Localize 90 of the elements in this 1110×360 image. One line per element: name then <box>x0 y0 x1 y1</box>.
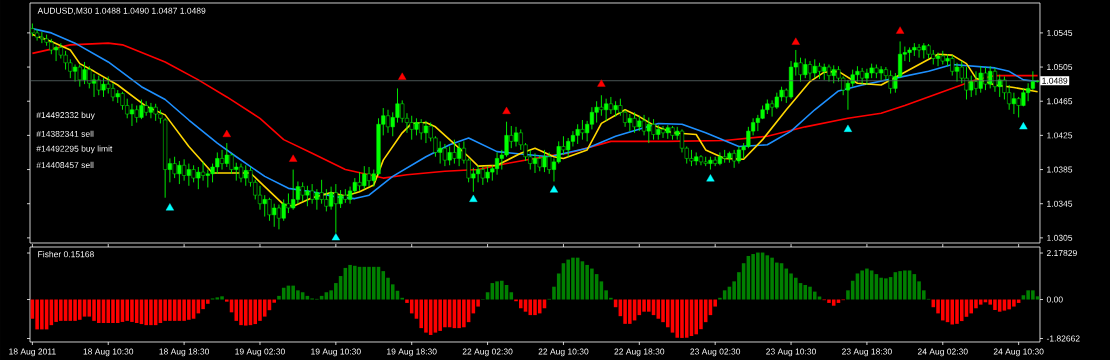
candlestick <box>110 82 116 102</box>
chart-title: AUDUSD,M30 1.0488 1.0490 1.0487 1.0489 <box>37 7 206 15</box>
bar <box>950 299 955 325</box>
point <box>502 106 511 114</box>
candlestick <box>219 149 225 170</box>
bar <box>969 299 974 314</box>
bar <box>324 292 329 300</box>
candlestick <box>91 73 97 98</box>
bar <box>812 291 817 300</box>
candlestick <box>954 62 960 83</box>
x-tick-label: 22 Aug 18:30 <box>614 348 665 357</box>
x-tick-label: 23 Aug 10:30 <box>766 348 816 357</box>
annotation: #14492295 buy limit <box>36 145 113 154</box>
bar <box>305 295 310 300</box>
bar <box>243 299 248 326</box>
bar <box>537 299 542 314</box>
y-tick-label: 2.17829 <box>1046 250 1077 257</box>
candlestick <box>807 60 813 81</box>
bar <box>253 299 258 325</box>
bar <box>319 295 324 300</box>
bar <box>106 299 111 323</box>
y-tick-label: -1.82662 <box>1046 335 1080 342</box>
point <box>222 129 231 137</box>
ref-line-label: 1.0489 <box>1042 77 1068 84</box>
bar <box>509 292 514 300</box>
y-tick-label: 1.0385 <box>1047 166 1073 173</box>
bar <box>528 299 533 316</box>
point <box>791 37 800 45</box>
bar <box>220 296 224 300</box>
y-tick-label: 1.0505 <box>1047 64 1073 71</box>
bar <box>262 299 267 317</box>
x-tick-label: 18 Aug 2011 <box>9 348 56 357</box>
x-tick-label: 19 Aug 02:30 <box>235 348 285 357</box>
bar <box>803 285 808 300</box>
bar <box>722 290 727 300</box>
x-tick-label: 23 Aug 02:30 <box>690 348 741 357</box>
chart-title: Fisher 0.15168 <box>38 251 94 258</box>
bar <box>684 299 689 338</box>
candlestick <box>385 109 391 134</box>
x-tick-label: 24 Aug 10:30 <box>993 348 1044 357</box>
point <box>165 203 174 211</box>
candlestick <box>973 70 979 96</box>
bar <box>675 299 680 338</box>
bar <box>215 297 220 300</box>
point <box>896 26 905 34</box>
x-tick-label: 18 Aug 10:30 <box>83 348 134 357</box>
candlestick <box>935 52 941 67</box>
candlestick <box>129 103 135 127</box>
point <box>597 79 606 87</box>
x-tick-label: 18 Aug 18:30 <box>159 348 210 357</box>
bar <box>959 299 964 322</box>
bar <box>96 299 101 323</box>
candlestick <box>238 163 244 183</box>
x-tick-label: 22 Aug 10:30 <box>538 348 589 357</box>
candlestick <box>660 125 666 139</box>
bar <box>827 299 831 303</box>
x-tick-label: 24 Aug 02:30 <box>917 348 968 357</box>
bar <box>115 299 120 323</box>
annotation: #14492332 buy <box>36 111 95 120</box>
candlestick <box>513 126 519 147</box>
bar <box>518 299 523 309</box>
point <box>549 185 559 193</box>
bar <box>234 299 239 321</box>
candlestick <box>257 185 263 211</box>
point <box>289 154 298 162</box>
annotation: #14382341 sell <box>36 130 94 137</box>
point <box>843 124 853 132</box>
y-tick-label: 1.0545 <box>1047 29 1073 36</box>
bar <box>381 271 386 300</box>
x-tick-label: 22 Aug 02:30 <box>462 348 513 357</box>
bar <box>485 292 490 300</box>
candlestick <box>532 152 538 174</box>
bar <box>300 292 305 300</box>
point <box>398 72 407 80</box>
bar <box>656 299 661 319</box>
x-tick-label: 19 Aug 18:30 <box>387 348 437 357</box>
annotation: #14408457 sell <box>36 161 94 169</box>
y-tick-label: 1.0345 <box>1047 200 1073 207</box>
y-tick-label: 1.0305 <box>1047 234 1073 241</box>
y-tick-label: 1.0465 <box>1047 98 1073 105</box>
x-tick-label: 23 Aug 18:30 <box>842 348 892 357</box>
y-tick-label: 1.0425 <box>1047 132 1073 139</box>
candlestick <box>366 166 372 188</box>
point <box>469 194 478 202</box>
point <box>706 174 715 182</box>
point <box>331 233 340 241</box>
x-tick-label: 19 Aug 10:30 <box>311 348 361 357</box>
y-tick-label: 0.00 <box>1046 296 1063 303</box>
candlestick <box>826 64 832 83</box>
point <box>1019 122 1028 130</box>
